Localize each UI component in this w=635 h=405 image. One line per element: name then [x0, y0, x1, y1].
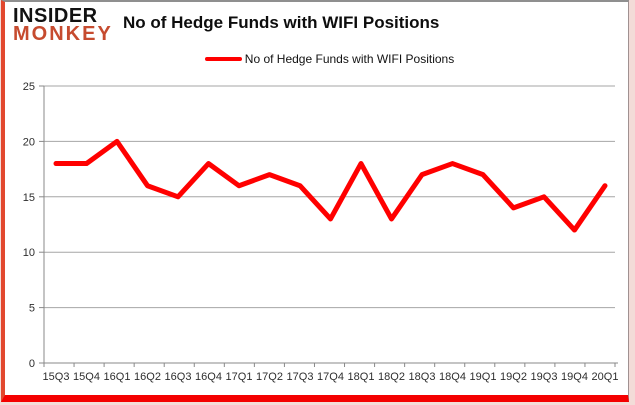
legend-swatch — [204, 57, 242, 61]
svg-text:19Q1: 19Q1 — [470, 371, 497, 383]
svg-text:18Q2: 18Q2 — [378, 371, 405, 383]
logo-insider: INSIDER — [13, 5, 98, 27]
svg-text:19Q4: 19Q4 — [561, 371, 588, 383]
svg-text:19Q2: 19Q2 — [500, 371, 527, 383]
svg-text:18Q1: 18Q1 — [348, 371, 375, 383]
svg-text:20: 20 — [23, 136, 35, 148]
svg-text:18Q4: 18Q4 — [439, 371, 466, 383]
svg-text:19Q3: 19Q3 — [531, 371, 558, 383]
svg-text:16Q2: 16Q2 — [134, 371, 161, 383]
svg-text:10: 10 — [23, 247, 35, 259]
svg-text:18Q3: 18Q3 — [409, 371, 436, 383]
svg-text:25: 25 — [23, 81, 35, 93]
legend: No of Hedge Funds with WIFI Positions — [44, 52, 615, 66]
svg-text:0: 0 — [29, 358, 35, 370]
legend-label: No of Hedge Funds with WIFI Positions — [244, 52, 455, 66]
insider-monkey-logo: INSIDER MONKEY — [13, 5, 113, 45]
svg-text:17Q4: 17Q4 — [317, 371, 344, 383]
svg-text:16Q4: 16Q4 — [195, 371, 222, 383]
svg-text:16Q3: 16Q3 — [165, 371, 192, 383]
svg-text:17Q1: 17Q1 — [226, 371, 253, 383]
svg-text:17Q3: 17Q3 — [287, 371, 314, 383]
chart-title: No of Hedge Funds with WIFI Positions — [123, 13, 440, 32]
svg-text:15Q3: 15Q3 — [43, 371, 70, 383]
svg-text:5: 5 — [29, 303, 35, 315]
svg-text:15: 15 — [23, 192, 35, 204]
svg-text:16Q1: 16Q1 — [104, 371, 131, 383]
svg-text:20Q1: 20Q1 — [592, 371, 619, 383]
svg-text:17Q2: 17Q2 — [256, 371, 283, 383]
svg-text:15Q4: 15Q4 — [73, 371, 100, 383]
logo-monkey: MONKEY — [13, 23, 113, 45]
